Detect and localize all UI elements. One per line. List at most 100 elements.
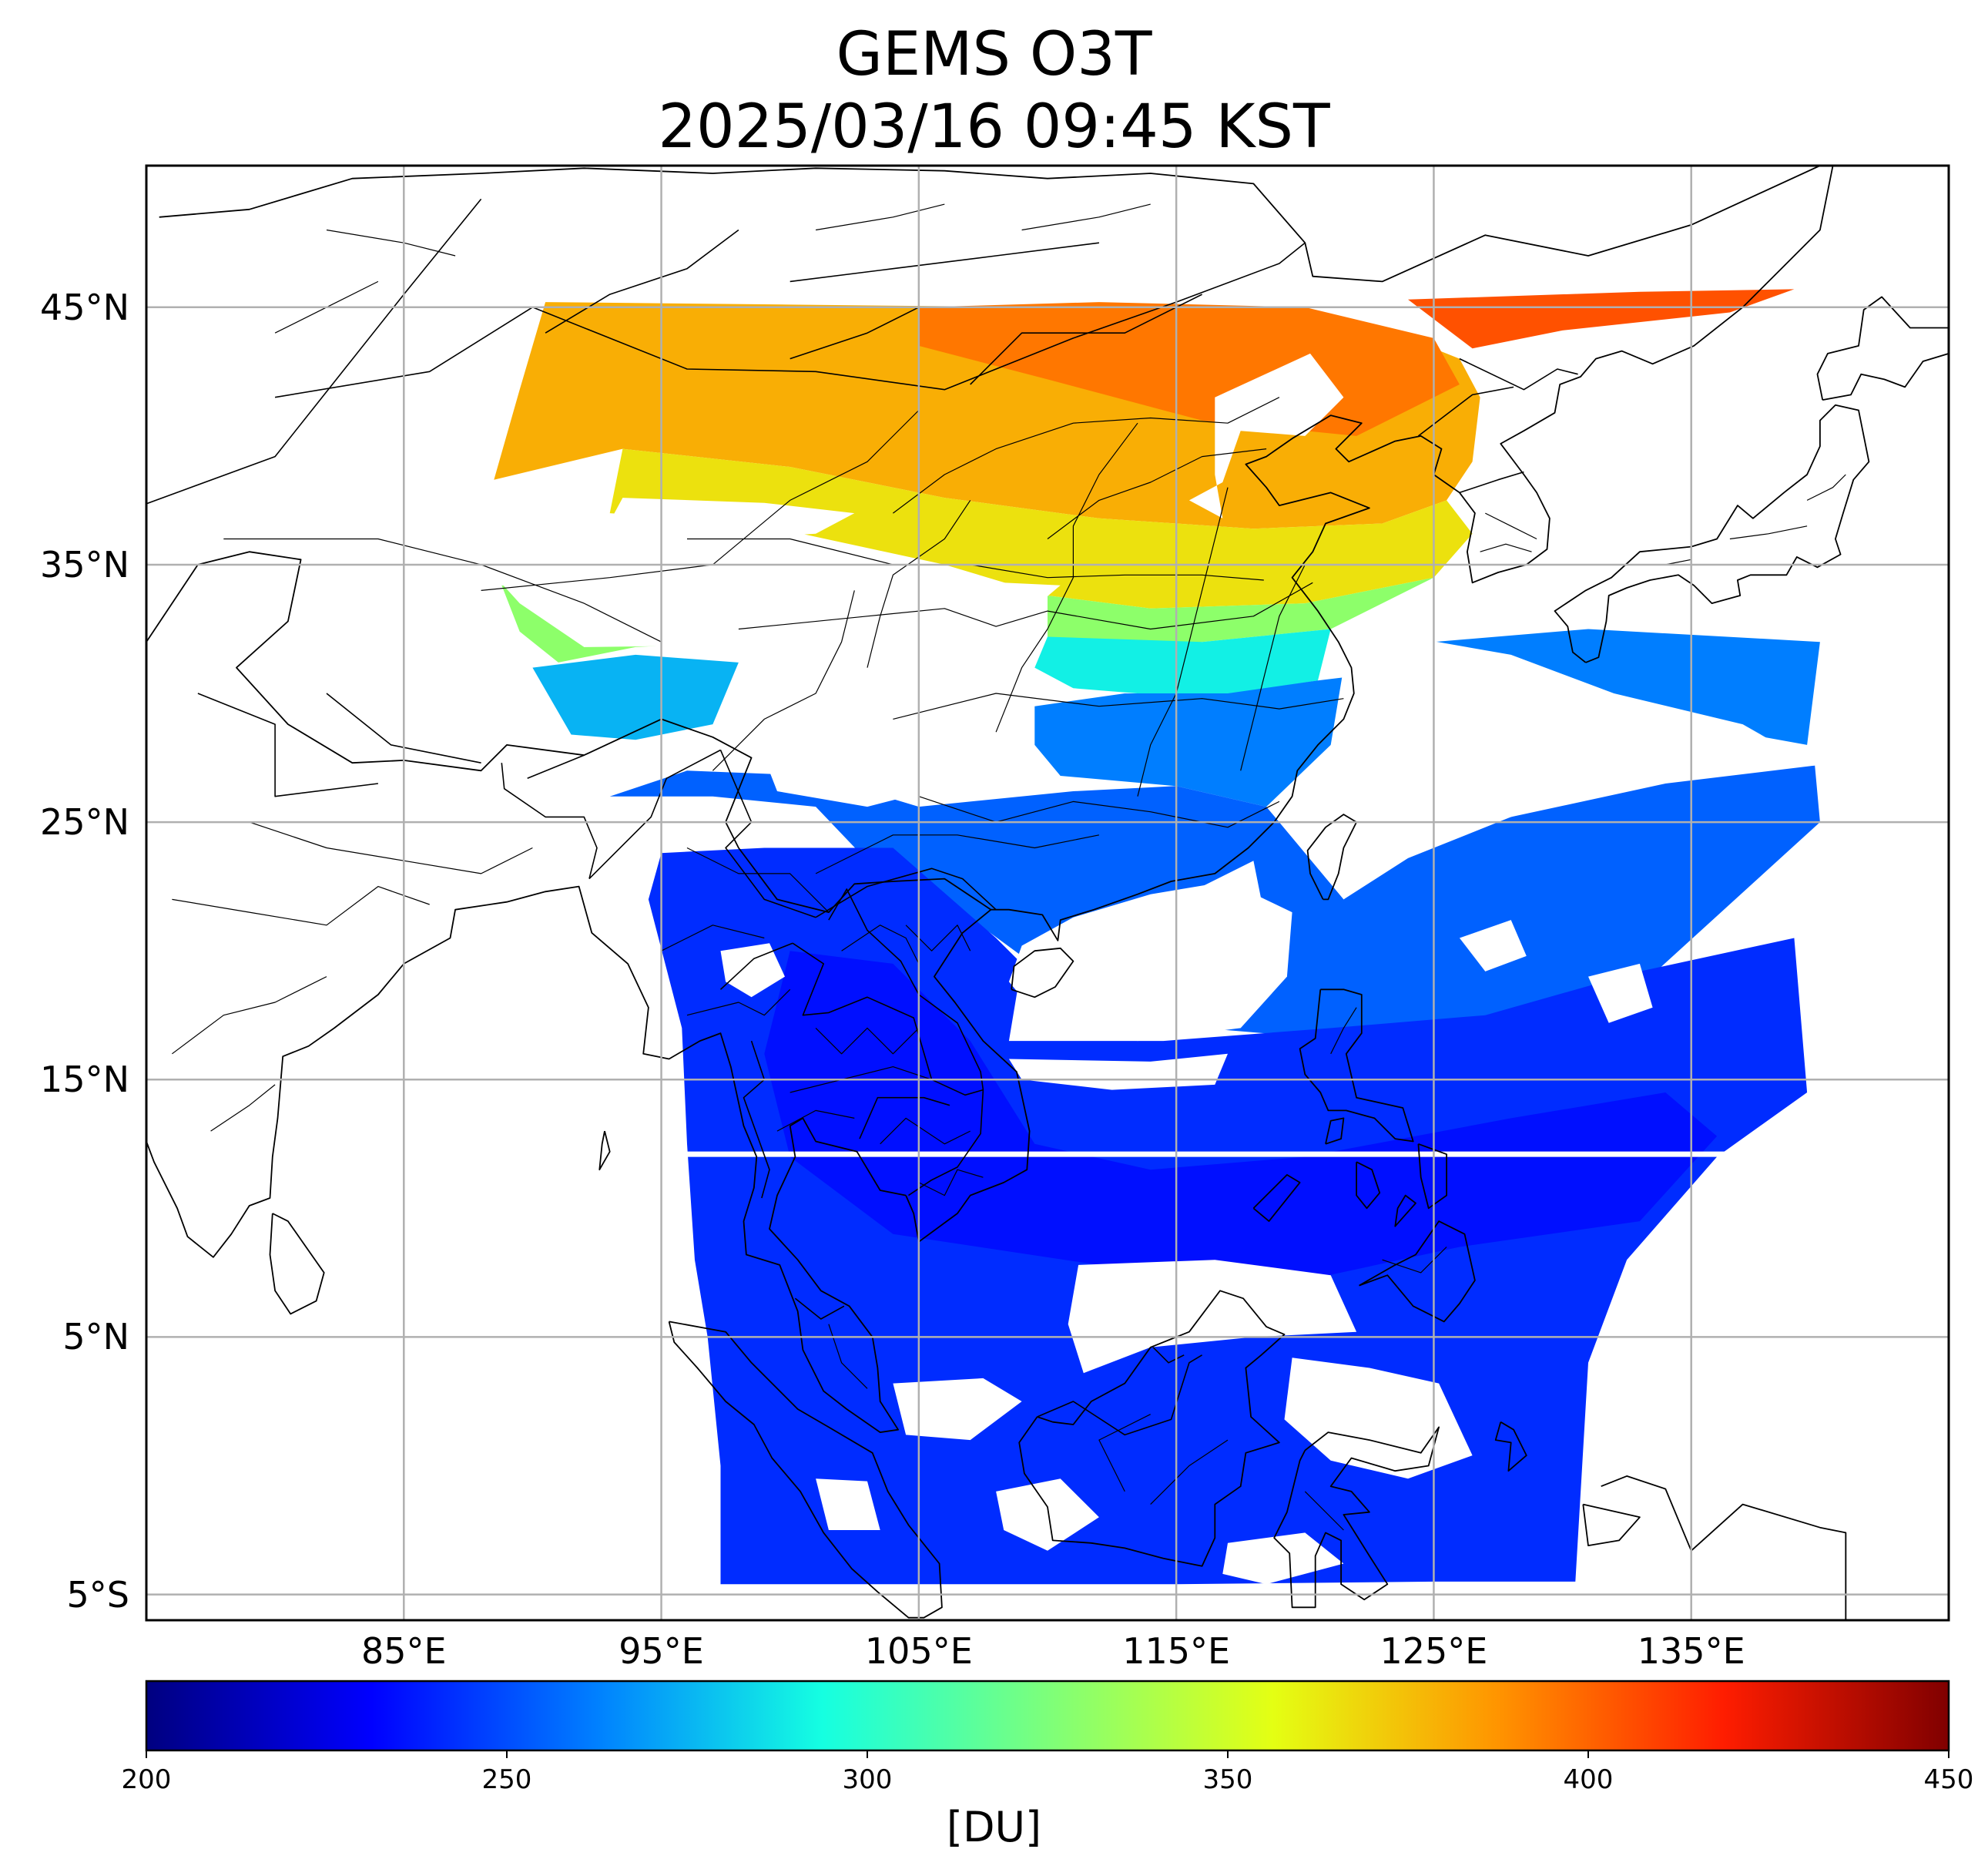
country-border: [790, 242, 1099, 283]
coastline: [991, 166, 1834, 941]
province-border: [1047, 448, 1267, 539]
cloud-gap: [720, 943, 785, 998]
longitude-label: 85°E: [360, 1630, 447, 1672]
ozone-region: [609, 765, 1820, 1054]
title-product: GEMS O3T: [836, 20, 1152, 89]
province-border: [326, 229, 456, 257]
province-border: [661, 925, 765, 951]
country-border: [527, 754, 585, 780]
coastline: [159, 166, 1821, 283]
gridline-layer: [146, 166, 1949, 1620]
latitude-label: 5°S: [66, 1573, 129, 1616]
country-border: [588, 749, 721, 880]
country-border: [859, 1096, 950, 1139]
cloud-gap: [1588, 963, 1653, 1023]
province-border: [1021, 203, 1151, 231]
cloud-gap: [1008, 1053, 1228, 1090]
province-border: [1098, 1414, 1151, 1492]
country-border: [828, 888, 984, 1196]
ozone-region: [764, 951, 1718, 1280]
province-border: [172, 886, 430, 926]
coastline: [1601, 1475, 1847, 1620]
longitude-label: 115°E: [1122, 1630, 1231, 1672]
coastline: [1816, 296, 1949, 401]
province-border: [686, 847, 830, 913]
latitude-label: 5°N: [62, 1316, 129, 1358]
colorbar-tick-label: 350: [1202, 1764, 1253, 1795]
ozone-data-layer: [494, 289, 1820, 1585]
ozone-region: [1408, 289, 1795, 349]
cloud-gap: [1284, 1357, 1473, 1479]
province-border: [1485, 512, 1537, 540]
cloud-gap: [1459, 920, 1527, 972]
ozone-region: [1048, 577, 1434, 653]
coastline: [146, 885, 907, 1433]
coastline: [1325, 1117, 1345, 1145]
coastline: [1011, 947, 1074, 998]
map-frame: [145, 164, 1950, 1622]
cloud-gap: [1318, 636, 1815, 900]
province-border: [1304, 1491, 1344, 1531]
province-border: [1480, 543, 1532, 552]
cloud-gap: [738, 680, 957, 807]
province-border: [1729, 525, 1808, 540]
coastline: [1494, 1421, 1527, 1472]
coastline: [269, 1213, 325, 1315]
coastline: [1252, 1174, 1301, 1222]
province-border: [995, 422, 1138, 733]
cloud-gap: [1188, 353, 1344, 519]
coastline: [668, 1321, 943, 1619]
country-border: [970, 294, 1202, 385]
province-border: [1382, 1247, 1447, 1274]
province-border: [893, 397, 1280, 514]
country-border: [326, 693, 481, 763]
ozone-region: [1433, 629, 1820, 745]
cloud-gap: [1068, 1260, 1357, 1374]
province-border: [867, 500, 971, 668]
country-border: [1037, 1354, 1203, 1436]
province-border: [815, 1027, 920, 1055]
coastline: [1356, 1161, 1381, 1210]
coastline: [598, 1130, 611, 1171]
coastline: [1359, 1220, 1476, 1323]
province-border: [686, 988, 791, 1016]
province-border: [210, 1084, 276, 1132]
province-border: [481, 410, 920, 591]
ozone-region: [1034, 629, 1331, 699]
colorbar: [145, 1680, 1950, 1752]
province-border: [790, 1066, 932, 1093]
province-border: [1150, 1439, 1229, 1505]
country-border: [790, 307, 920, 360]
province-border: [816, 203, 945, 231]
cloud-gap: [1008, 881, 1292, 1042]
cloud-gap: [605, 498, 855, 542]
coastline: [1299, 988, 1414, 1143]
province-border: [249, 821, 533, 874]
province-border: [1137, 487, 1229, 797]
longitude-label: 105°E: [864, 1630, 973, 1672]
province-border: [815, 834, 1100, 874]
coastline: [1554, 404, 1870, 663]
title-datetime: 2025/03/16 09:45 KST: [658, 92, 1330, 162]
country-border: [792, 942, 984, 1096]
province-border: [776, 1109, 855, 1132]
country-border: [274, 242, 1306, 398]
colorbar-tick-label: 400: [1563, 1764, 1614, 1795]
coastline: [1394, 1194, 1416, 1227]
longitude-label: 125°E: [1380, 1630, 1488, 1672]
ozone-region: [532, 654, 739, 740]
colorbar-tick-label: 200: [121, 1764, 172, 1795]
coastline: [1417, 1143, 1447, 1210]
colorbar-unit-label: [DU]: [946, 1803, 1042, 1851]
coastline: [1018, 1290, 1286, 1567]
latitude-label: 35°N: [40, 543, 129, 586]
latitude-label: 15°N: [40, 1059, 129, 1101]
country-border: [1417, 386, 1514, 437]
province-border: [918, 1169, 984, 1196]
country-border: [743, 1040, 770, 1199]
coastline: [1582, 1503, 1641, 1546]
province-border: [880, 1117, 971, 1145]
country-border: [794, 1297, 845, 1320]
coastline: [905, 909, 1031, 1243]
country-border: [719, 750, 816, 918]
